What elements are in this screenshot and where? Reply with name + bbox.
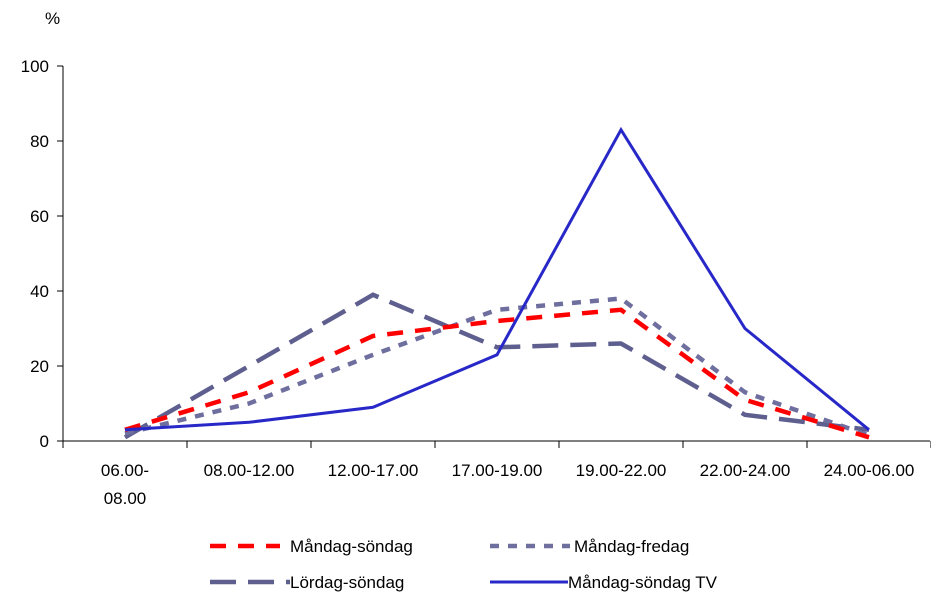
x-tick-label: 19.00-22.00	[576, 461, 667, 480]
legend-label: Måndag-fredag	[574, 537, 689, 556]
x-tick-label: 12.00-17.00	[328, 461, 419, 480]
x-tick-label: 06.00-	[101, 461, 149, 480]
x-tick-label: 22.00-24.00	[700, 461, 791, 480]
legend-label: Lördag-söndag	[290, 573, 404, 592]
y-tick-label: 60	[30, 207, 49, 226]
y-tick-label: 80	[30, 132, 49, 151]
series-line	[124, 126, 870, 432]
y-tick-label: 0	[40, 432, 49, 451]
x-tick-label: 17.00-19.00	[452, 461, 543, 480]
legend: Måndag-söndag Måndag-fredag Lördag-söndag M…	[210, 537, 718, 592]
y-tick-label: 100	[21, 57, 49, 76]
y-tick-label: 20	[30, 357, 49, 376]
series-lines	[123, 126, 870, 440]
chart-axes	[62, 66, 930, 442]
y-axis-unit-label: %	[45, 9, 60, 28]
y-axis-ticks: 0 20 40 60 80 100	[21, 57, 63, 451]
series-line	[123, 292, 870, 440]
x-axis-ticks: 06.00- 08.00 08.00-12.00 12.00-17.00 17.00-1…	[62, 441, 931, 508]
x-tick-label: 08.00-12.00	[204, 461, 295, 480]
legend-label: Måndag-söndag TV	[568, 573, 718, 592]
legend-label: Måndag-söndag	[290, 537, 413, 556]
x-tick-label: 08.00	[104, 489, 147, 508]
x-tick-label: 24.00-06.00	[824, 461, 915, 480]
y-tick-label: 40	[30, 282, 49, 301]
